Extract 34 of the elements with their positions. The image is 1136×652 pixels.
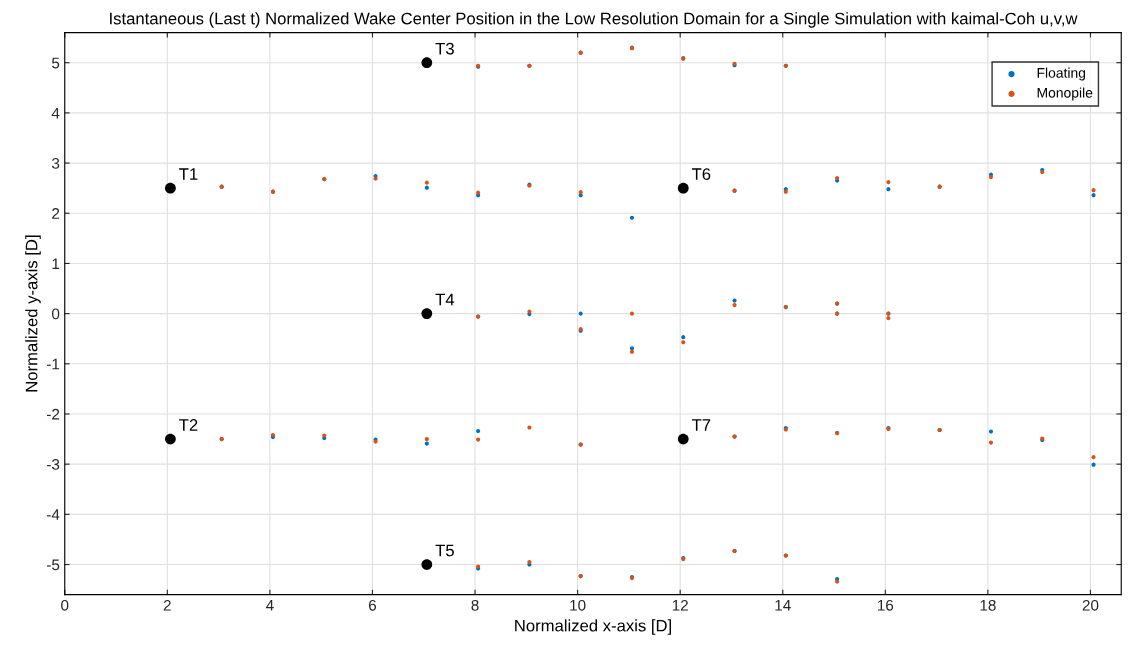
y-tick-label: 0 <box>51 308 60 320</box>
y-tick-label: 1 <box>52 258 60 269</box>
annotation: T7 <box>691 419 711 431</box>
annotation: T2 <box>179 419 198 431</box>
x-tick-label: 6 <box>368 599 377 611</box>
x-tick-label: 14 <box>775 600 791 611</box>
x-tick-label: 18 <box>980 599 996 611</box>
x-tick-label: 0 <box>61 599 69 611</box>
x-tick-label: 4 <box>266 600 274 611</box>
x-tick-label: 2 <box>163 599 171 611</box>
y-tick-label: -3 <box>46 459 60 470</box>
annotation: T6 <box>691 168 711 180</box>
y-tick-label: -2 <box>46 408 60 420</box>
y-tick-label: -4 <box>46 509 60 520</box>
chart-title: Istantaneous (Last t) Normalized Wake Center Position in the Low Resolution Domain for a Single Simulation with kaimal-Coh u,v,w <box>110 12 1078 28</box>
y-tick-label: 3 <box>51 157 60 169</box>
y-tick-label: -5 <box>46 559 60 571</box>
annotation: T1 <box>179 168 198 180</box>
legend-label: Monopile <box>1037 87 1093 101</box>
y-tick-label: 4 <box>51 107 60 119</box>
x-tick-label: 12 <box>672 599 688 611</box>
y-tick-label: 5 <box>52 57 60 69</box>
legend-label: Floating <box>1037 67 1086 81</box>
y-tick-label: 2 <box>52 208 60 219</box>
x-axis-title: Normalized x-axis [D] <box>515 619 671 635</box>
annotation: T3 <box>435 42 454 55</box>
x-tick-label: 16 <box>877 599 894 611</box>
annotation: T4 <box>435 293 455 306</box>
y-tick-label: -1 <box>46 358 60 370</box>
x-tick-label: 10 <box>570 599 586 611</box>
x-tick-label: 8 <box>471 599 479 611</box>
annotation: T5 <box>435 544 454 557</box>
y-axis-title: Normalized y-axis [D] <box>25 235 41 392</box>
x-tick-label: 20 <box>1082 599 1099 611</box>
